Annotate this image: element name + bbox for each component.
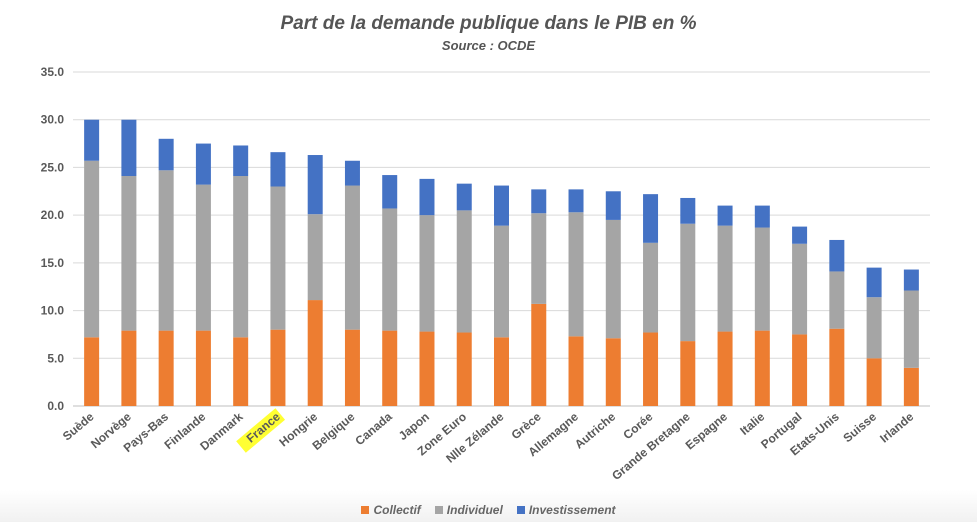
y-tick-label: 35.0 bbox=[41, 65, 65, 79]
bar-segment-investissement bbox=[382, 175, 398, 209]
bar-segment-individuel bbox=[419, 215, 435, 332]
bar-segment-investissement bbox=[866, 267, 882, 298]
bar-segment-collectif bbox=[754, 330, 770, 406]
bar-segment-individuel bbox=[605, 219, 621, 339]
x-tick-label: Italie bbox=[737, 409, 767, 438]
chart-subtitle: Source : OCDE bbox=[441, 38, 536, 53]
bar-segment-individuel bbox=[307, 214, 323, 301]
bar-segment-investissement bbox=[158, 138, 174, 171]
bar-segment-individuel bbox=[121, 176, 137, 331]
bar-segment-investissement bbox=[344, 160, 360, 186]
y-tick-label: 15.0 bbox=[41, 256, 65, 270]
x-tick-label: Suisse bbox=[840, 409, 879, 445]
bar-segment-individuel bbox=[568, 212, 584, 337]
bar-segment-collectif bbox=[531, 303, 547, 406]
bar-segment-individuel bbox=[829, 271, 845, 329]
legend-item-individuel: Individuel bbox=[434, 503, 503, 517]
bar-segment-individuel bbox=[270, 186, 286, 330]
bar-segment-collectif bbox=[643, 332, 659, 406]
bar-segment-collectif bbox=[382, 330, 398, 406]
legend-label-investissement: Investissement bbox=[528, 503, 616, 517]
bar-segment-collectif bbox=[605, 338, 621, 406]
bar-segment-individuel bbox=[84, 160, 100, 338]
bar-segment-collectif bbox=[792, 334, 808, 406]
bar-segment-investissement bbox=[494, 185, 509, 226]
bar-segment-investissement bbox=[121, 119, 137, 177]
bar-segment-collectif bbox=[903, 367, 919, 406]
bar-segment-collectif bbox=[568, 336, 584, 406]
legend-swatch-collectif bbox=[361, 506, 370, 514]
bar-segment-collectif bbox=[456, 332, 472, 406]
legend-swatch-individuel bbox=[434, 506, 443, 514]
bar-segment-investissement bbox=[568, 189, 584, 213]
x-tick-label: Autriche bbox=[572, 409, 619, 451]
bar-segment-collectif bbox=[307, 300, 323, 406]
legend-item-collectif: Collectif bbox=[361, 503, 421, 517]
legend-label-collectif: Collectif bbox=[373, 503, 421, 517]
bar-segment-investissement bbox=[307, 155, 323, 215]
bar-segment-individuel bbox=[195, 184, 211, 331]
legend-item-investissement: Investissement bbox=[516, 503, 616, 517]
bar-segment-investissement bbox=[792, 226, 808, 244]
bar-segment-individuel bbox=[680, 223, 696, 342]
bar-segment-individuel bbox=[717, 225, 733, 332]
bar-segment-collectif bbox=[121, 330, 137, 406]
bar-segment-investissement bbox=[680, 197, 696, 224]
bar-segment-collectif bbox=[344, 329, 360, 406]
bar-segment-investissement bbox=[531, 189, 547, 214]
bar-segment-investissement bbox=[829, 239, 845, 272]
bar-segment-individuel bbox=[531, 213, 547, 304]
bar-segment-collectif bbox=[494, 337, 509, 406]
bar-segment-individuel bbox=[382, 208, 398, 331]
y-tick-label: 25.0 bbox=[41, 160, 65, 174]
bar-segment-individuel bbox=[344, 185, 360, 330]
y-tick-label: 20.0 bbox=[41, 208, 65, 222]
chart-title: Part de la demande publique dans le PIB … bbox=[280, 13, 697, 34]
bar-segment-investissement bbox=[84, 119, 100, 161]
x-tick-label: Espagne bbox=[683, 409, 731, 452]
bar-segment-investissement bbox=[903, 269, 919, 291]
bar-segment-individuel bbox=[494, 225, 509, 338]
bar-segment-individuel bbox=[754, 227, 770, 331]
y-tick-label: 10.0 bbox=[41, 304, 65, 318]
bar-segment-collectif bbox=[866, 358, 882, 406]
bar-segment-individuel bbox=[643, 242, 659, 333]
x-tick-label: Irlande bbox=[877, 409, 916, 445]
bar-segment-individuel bbox=[456, 210, 472, 333]
legend: Collectif Individuel Investissement bbox=[0, 503, 977, 517]
bar-segment-investissement bbox=[270, 152, 286, 187]
bar-segment-collectif bbox=[195, 330, 211, 406]
legend-label-individuel: Individuel bbox=[446, 503, 503, 517]
bar-segment-investissement bbox=[233, 145, 249, 177]
bar-segment-investissement bbox=[717, 205, 733, 226]
highlight-marker bbox=[236, 408, 286, 453]
bar-segment-individuel bbox=[903, 290, 919, 368]
bar-segment-individuel bbox=[158, 170, 174, 331]
bar-segment-collectif bbox=[158, 330, 174, 406]
bar-segment-investissement bbox=[605, 191, 621, 220]
bar-segment-investissement bbox=[456, 183, 472, 211]
bar-segment-individuel bbox=[792, 243, 808, 335]
bar-segment-individuel bbox=[866, 297, 882, 359]
bar-segment-collectif bbox=[233, 337, 249, 406]
bar-segment-investissement bbox=[195, 143, 211, 185]
y-tick-label: 0.0 bbox=[47, 399, 64, 413]
bar-segment-investissement bbox=[419, 178, 435, 216]
bar-segment-individuel bbox=[233, 176, 249, 338]
bar-segment-collectif bbox=[829, 328, 845, 406]
bar-segment-collectif bbox=[680, 341, 696, 406]
y-tick-label: 5.0 bbox=[47, 351, 64, 365]
legend-swatch-investissement bbox=[516, 506, 525, 514]
bar-segment-collectif bbox=[270, 329, 286, 406]
x-tick-label: Canada bbox=[352, 409, 394, 448]
bar-segment-collectif bbox=[717, 331, 733, 406]
bar-segment-collectif bbox=[419, 331, 435, 406]
bar-segment-investissement bbox=[643, 194, 659, 243]
bar-segment-investissement bbox=[754, 205, 770, 228]
bar-segment-collectif bbox=[84, 337, 100, 406]
y-tick-label: 30.0 bbox=[41, 113, 65, 127]
x-tick-label: Belgique bbox=[310, 409, 358, 453]
